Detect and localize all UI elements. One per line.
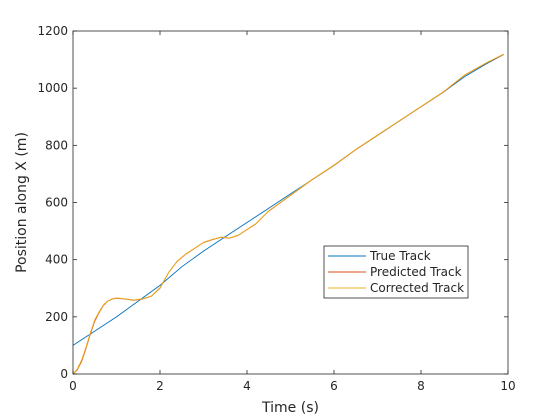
x-tick-label: 4 — [243, 379, 251, 393]
x-axis-label: Time (s) — [261, 400, 319, 416]
legend-label: Predicted Track — [370, 265, 462, 279]
legend-label: True Track — [369, 249, 431, 263]
y-axis-ticks: 0 200 400 600 800 1000 1200 — [37, 24, 508, 381]
y-tick-label: 800 — [45, 138, 68, 152]
legend: True Track Predicted Track Corrected Track — [323, 245, 469, 299]
x-tick-label: 8 — [417, 379, 425, 393]
series-line-3 — [72, 53, 504, 375]
y-tick-label: 600 — [45, 196, 68, 210]
y-tick-label: 200 — [45, 310, 68, 324]
legend-label: Corrected Track — [370, 281, 464, 295]
x-tick-label: 0 — [69, 379, 77, 393]
x-tick-label: 10 — [500, 379, 515, 393]
x-tick-label: 6 — [330, 379, 338, 393]
y-axis-label: Position along X (m) — [14, 132, 30, 273]
y-tick-label: 1200 — [37, 24, 68, 38]
y-tick-label: 400 — [45, 253, 68, 267]
y-tick-label: 1000 — [37, 81, 68, 95]
y-tick-label: 0 — [60, 367, 68, 381]
series-layer — [72, 53, 504, 375]
x-tick-label: 2 — [156, 379, 164, 393]
x-axis-ticks: 0 2 4 6 8 10 — [69, 31, 516, 393]
